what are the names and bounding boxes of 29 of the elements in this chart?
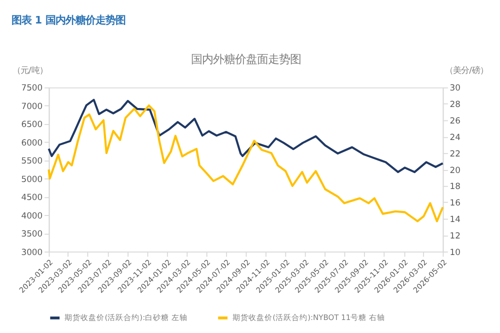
legend-label: 期货收盘价(活跃合约):NYBOT 11号糖 右轴	[232, 312, 386, 322]
y2-tick-label: 10	[450, 246, 461, 257]
y2-tick-label: 16	[450, 198, 461, 208]
y2-tick-label: 24	[450, 132, 461, 142]
y2-tick-label: 14	[450, 214, 461, 224]
y2-tick-label: 30	[450, 82, 461, 93]
y-tick-label: 4500	[21, 192, 43, 202]
y-tick-label: 7500	[21, 82, 43, 93]
y2-tick-label: 20	[450, 164, 461, 175]
y2-tick-label: 12	[450, 230, 461, 240]
y-tick-label: 6000	[21, 137, 43, 148]
legend-label: 期货收盘价(活跃合约):白砂糖 左轴	[64, 312, 188, 322]
chart-subtitle: 国内外糖价盘面走势图	[190, 53, 301, 66]
y2-tick-label: 26	[450, 116, 461, 126]
chart-title: 图表 1 国内外糖价走势图	[11, 14, 126, 27]
line-series	[48, 98, 444, 174]
y2-tick-label: 22	[450, 148, 461, 158]
y-axis-title: （元/吨）	[12, 64, 48, 75]
line-series	[48, 104, 444, 222]
y2-tick-label: 18	[450, 181, 461, 192]
y-tick-label: 6500	[21, 119, 43, 130]
y-tick-label: 4000	[21, 210, 43, 220]
y-tick-label: 7000	[21, 100, 43, 111]
y-tick-label: 3000	[21, 246, 43, 257]
y2-tick-label: 28	[450, 99, 461, 110]
y-tick-label: 5500	[21, 156, 43, 166]
y-tick-label: 3500	[21, 228, 43, 239]
y2-axis-title: （美分/磅）	[445, 64, 488, 75]
y-tick-label: 5000	[21, 174, 43, 184]
